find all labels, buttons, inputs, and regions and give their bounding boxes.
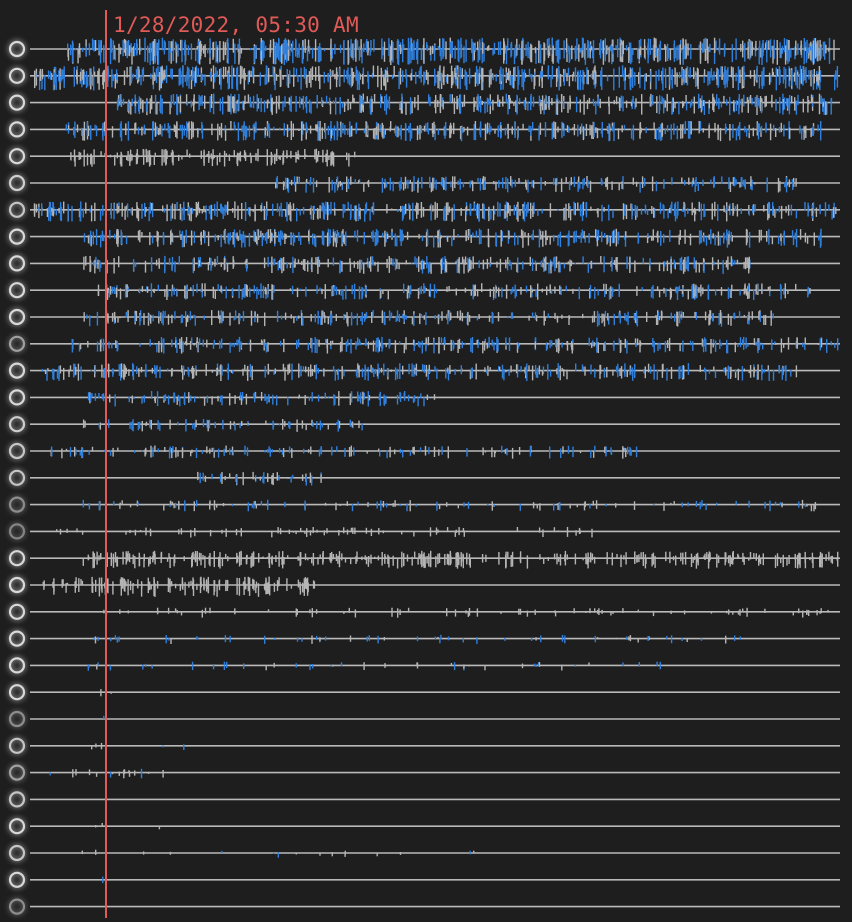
timeline-row [8,148,840,167]
timeline-row [8,523,840,540]
circle-outline-icon[interactable] [8,469,26,486]
circle-outline-icon[interactable] [8,389,26,406]
circle-outline-icon[interactable] [8,228,26,245]
circle-outline-icon[interactable] [8,201,26,218]
circle-outline-icon[interactable] [8,523,26,540]
circle-outline-icon[interactable] [8,282,26,299]
circle-outline-icon[interactable] [8,121,26,138]
circle-outline-icon[interactable] [8,496,26,513]
timeline-row [8,550,840,569]
circle-outline-icon[interactable] [8,362,26,379]
circle-outline-icon[interactable] [8,416,26,433]
timeline-row [8,174,840,193]
circle-outline-icon[interactable] [8,40,26,58]
timeline-row [8,362,840,381]
timeline-row [8,469,840,486]
timeline-row [8,496,840,513]
circle-outline-icon[interactable] [8,255,26,272]
timeline-row [8,416,840,433]
circle-outline-icon[interactable] [8,174,26,192]
circle-outline-icon[interactable] [8,308,26,326]
timeline-row [8,65,840,91]
circle-outline-icon[interactable] [8,442,26,460]
circle-outline-icon[interactable] [8,67,26,84]
timeline-row [8,282,840,300]
timeline-row [8,93,840,116]
timeline-row [8,37,840,66]
timeline-row [8,228,840,248]
timeline-rows [8,37,840,915]
timeline-row [8,255,840,274]
timeline-row [8,201,840,222]
timeline-row [8,442,840,460]
circle-outline-icon[interactable] [8,94,26,111]
timeline-row [8,389,840,407]
circle-outline-icon[interactable] [8,335,26,352]
circle-outline-icon[interactable] [8,148,26,165]
timeline-row [8,120,840,142]
timeline-row [8,308,840,327]
timeline-row [8,335,840,354]
